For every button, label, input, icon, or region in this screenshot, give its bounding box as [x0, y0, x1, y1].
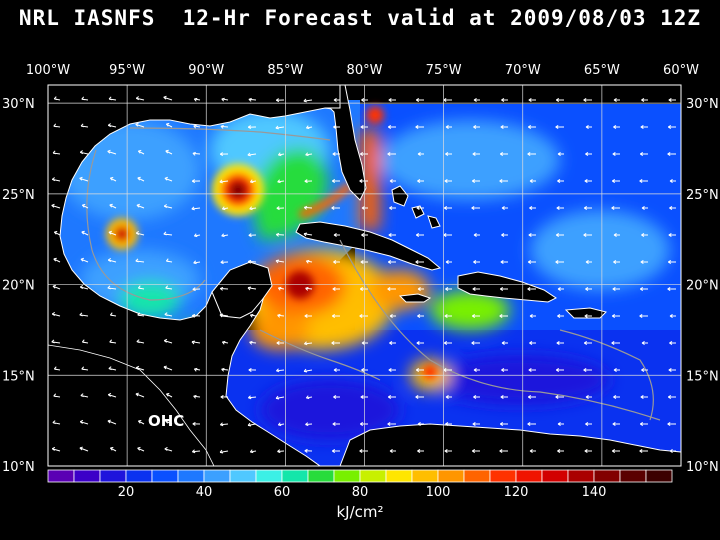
lat-label-left: 20°N — [2, 279, 35, 294]
colorbar-swatch — [489, 469, 517, 483]
map-title: NRL IASNFS 12-Hr Forecast valid at 2009/… — [18, 6, 702, 30]
lat-label-left: 30°N — [2, 97, 35, 112]
colorbar-swatch — [437, 469, 465, 483]
colorbar-tick-label: 20 — [118, 485, 135, 500]
colorbar-swatch — [567, 469, 595, 483]
colorbar-swatch — [151, 469, 179, 483]
lat-label-right: 20°N — [686, 279, 719, 294]
lon-label: 65°W — [584, 63, 620, 78]
lon-label: 70°W — [505, 63, 541, 78]
ohc-field — [48, 85, 681, 466]
lat-label-left: 10°N — [2, 460, 35, 475]
lat-label-right: 15°N — [686, 369, 719, 384]
colorbar-swatch — [593, 469, 621, 483]
lat-label-left: 15°N — [2, 369, 35, 384]
colorbar-swatch — [385, 469, 413, 483]
colorbar-swatch — [515, 469, 543, 483]
colorbar-labels: 20 40 60 80 100 120 140 — [118, 485, 607, 500]
colorbar-swatch — [619, 469, 647, 483]
colorbar-swatch — [177, 469, 205, 483]
colorbar-swatch — [281, 469, 309, 483]
colorbar-swatch — [541, 469, 569, 483]
colorbar-swatch — [333, 469, 361, 483]
colorbar-swatch — [359, 469, 387, 483]
colorbar-swatch — [307, 469, 335, 483]
latitude-labels: 30°N 30°N 25°N 25°N 20°N 20°N 15°N 15°N 10°N 10°N — [2, 97, 719, 475]
colorbar-tick-label: 120 — [504, 485, 529, 500]
colorbar-tick-label: 140 — [582, 485, 607, 500]
colorbar-unit: kJ/cm² — [336, 503, 383, 521]
lat-lon-grid — [48, 85, 681, 466]
colorbar-swatch — [125, 469, 153, 483]
lon-label: 100°W — [26, 63, 70, 78]
colorbar-swatch — [463, 469, 491, 483]
colorbar-swatch — [229, 469, 257, 483]
colorbar-tick-label: 80 — [352, 485, 369, 500]
longitude-labels: 100°W 95°W 90°W 85°W 80°W 75°W 70°W 65°W 60°W — [26, 63, 699, 78]
colorbar-swatch — [203, 469, 231, 483]
lon-label: 80°W — [347, 63, 383, 78]
colorbar-swatch — [99, 469, 127, 483]
lon-label: 90°W — [188, 63, 224, 78]
colorbar-swatch — [645, 469, 673, 483]
lon-label: 75°W — [426, 63, 462, 78]
lon-label: 60°W — [663, 63, 699, 78]
colorbar-tick-label: 100 — [426, 485, 451, 500]
variable-label: OHC — [148, 412, 184, 430]
lat-label-right: 10°N — [686, 460, 719, 475]
colorbar — [47, 469, 673, 483]
colorbar-tick-label: 60 — [274, 485, 291, 500]
colorbar-swatch — [73, 469, 101, 483]
lat-label-right: 30°N — [686, 97, 719, 112]
lat-label-left: 25°N — [2, 188, 35, 203]
lon-label: 95°W — [109, 63, 145, 78]
colorbar-swatch — [255, 469, 283, 483]
colorbar-tick-label: 40 — [196, 485, 213, 500]
wind-arrows — [51, 95, 676, 454]
colorbar-swatch — [47, 469, 75, 483]
lon-label: 85°W — [267, 63, 303, 78]
lat-label-right: 25°N — [686, 188, 719, 203]
colorbar-swatch — [411, 469, 439, 483]
